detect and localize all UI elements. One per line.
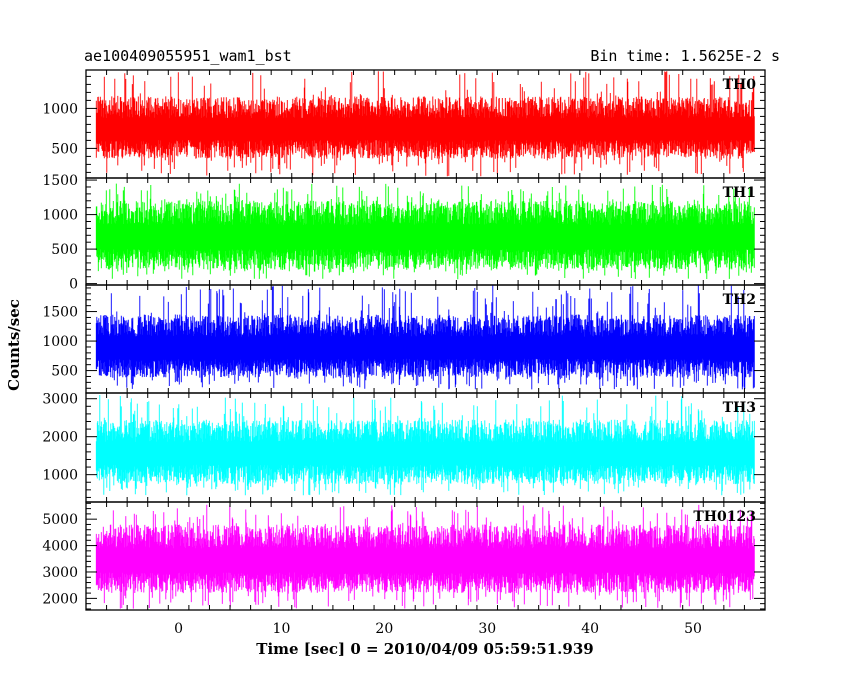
y-tick-label: 500 — [51, 141, 78, 157]
y-tick-label: 1500 — [42, 305, 78, 321]
x-axis-title: Time [sec] 0 = 2010/04/09 05:59:51.939 — [256, 640, 593, 658]
y-tick-label: 2000 — [42, 430, 78, 446]
y-tick-label: 1000 — [42, 468, 78, 484]
x-tick-label: 10 — [273, 621, 291, 637]
x-tick-label: 50 — [684, 621, 702, 637]
panel-label-th2: TH2 — [723, 292, 756, 308]
panel-th0: 500 1000 TH0 — [42, 69, 766, 179]
x-tick-label: 0 — [174, 621, 183, 637]
bin-time-label: Bin time: 1.5625E-2 s — [590, 47, 780, 65]
y-tick-label: 1500 — [42, 173, 78, 189]
chart-title: ae100409055951_wam1_bst — [84, 47, 292, 65]
panel-label-th1: TH1 — [723, 185, 756, 201]
y-tick-label: 3000 — [42, 392, 78, 408]
x-tick-label: 20 — [375, 621, 393, 637]
panel-th1: 0 500 1000 1500 TH1 — [42, 173, 766, 293]
series-th0123 — [95, 504, 755, 609]
y-tick-label: 2000 — [42, 591, 78, 607]
y-tick-label: 0 — [69, 277, 78, 293]
panel-label-th0123: TH0123 — [693, 509, 756, 525]
y-tick-label: 500 — [51, 242, 78, 258]
panel-label-th3: TH3 — [723, 400, 756, 416]
y-tick-label: 1000 — [42, 101, 78, 117]
x-tick-label: 30 — [478, 621, 496, 637]
panels-group: 5001000TH0050010001500TH150010001500TH21… — [42, 69, 766, 637]
series-th3 — [95, 395, 755, 496]
y-tick-label: 1000 — [42, 334, 78, 350]
y-tick-label: 500 — [51, 364, 78, 380]
y-tick-label: 5000 — [42, 512, 78, 528]
series-th0 — [95, 71, 755, 177]
panel-th0123: 2000 3000 4000 5000 TH0123 — [42, 501, 766, 611]
series-th1 — [95, 183, 755, 280]
panel-th2: 500 1000 1500 TH2 — [42, 284, 766, 394]
y-axis-title: Counts/sec — [5, 299, 23, 391]
x-tick-label: 40 — [581, 621, 599, 637]
panel-label-th0: TH0 — [723, 77, 757, 93]
series-th2 — [95, 285, 755, 390]
y-tick-label: 3000 — [42, 565, 78, 581]
y-tick-label: 1000 — [42, 208, 78, 224]
panel-th3: 1000 2000 3000 TH3 — [42, 392, 766, 503]
y-tick-label: 4000 — [42, 539, 78, 555]
